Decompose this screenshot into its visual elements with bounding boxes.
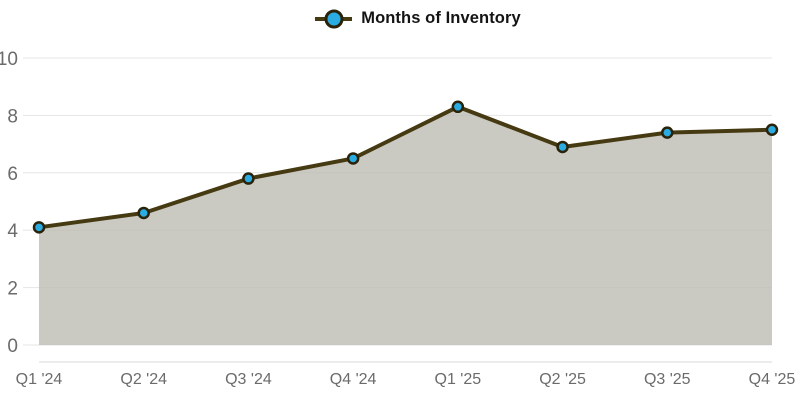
- y-tick-label: 10: [0, 49, 18, 70]
- area-fill: [39, 106, 772, 345]
- legend-dot-icon: [324, 9, 344, 28]
- x-tick-label: Q1 '24: [16, 371, 63, 388]
- data-point-marker: [451, 100, 465, 114]
- y-tick-label: 2: [7, 279, 18, 300]
- data-point-marker: [242, 172, 255, 185]
- y-tick-label: 4: [7, 221, 18, 242]
- x-tick-label: Q3 '25: [644, 371, 691, 388]
- x-tick-label: Q4 '25: [749, 371, 796, 388]
- legend: Months of Inventory: [18, 9, 800, 28]
- data-point-marker: [346, 152, 360, 165]
- x-tick-label: Q2 '24: [120, 371, 167, 388]
- data-point-marker: [137, 206, 150, 220]
- legend-label: Months of Inventory: [361, 9, 521, 27]
- data-point-marker: [661, 126, 674, 139]
- x-tick-label: Q1 '25: [435, 371, 482, 388]
- legend-line-marker-icon: [315, 9, 353, 28]
- x-tick-label: Q4 '24: [330, 371, 377, 388]
- x-tick-label: Q2 '25: [539, 371, 586, 388]
- y-tick-label: 8: [7, 106, 18, 127]
- data-point-marker: [765, 123, 779, 136]
- y-tick-label: 0: [7, 336, 18, 357]
- data-point-marker: [32, 221, 46, 234]
- data-point-marker: [556, 140, 569, 154]
- x-tick-label: Q3 '24: [225, 371, 272, 388]
- series-line: [37, 104, 774, 230]
- y-tick-label: 6: [7, 164, 18, 185]
